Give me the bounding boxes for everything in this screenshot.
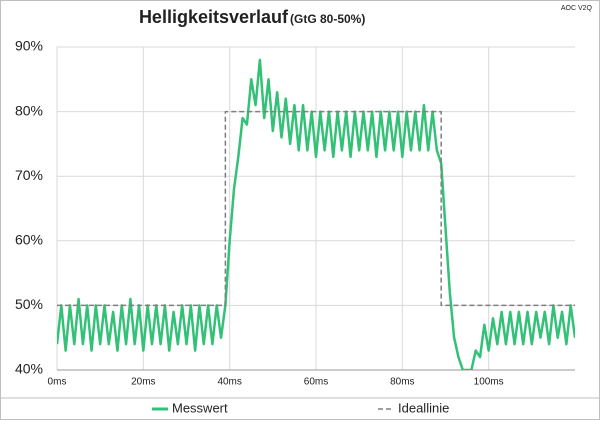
- x-tick-label: 0ms: [48, 377, 67, 388]
- x-tick-label: 100ms: [474, 377, 504, 388]
- y-tick-label: 80%: [15, 102, 43, 118]
- y-tick-label: 40%: [15, 361, 43, 377]
- legend-label: Messwert: [172, 400, 228, 415]
- x-tick-label: 80ms: [390, 377, 414, 388]
- x-tick-label: 20ms: [131, 377, 155, 388]
- x-tick-label: 40ms: [217, 377, 241, 388]
- series-line: [57, 58, 575, 370]
- y-tick-label: 60%: [15, 232, 43, 248]
- chart-subtitle: (GtG 80-50%): [290, 12, 365, 26]
- legend-label: Ideallinie: [398, 400, 449, 415]
- y-tick-label: 70%: [15, 167, 43, 183]
- series-line: [57, 110, 575, 307]
- annotation: AOC V2Q: [561, 5, 593, 12]
- x-tick-label: 60ms: [304, 377, 328, 388]
- chart-title: Helligkeitsverlauf: [139, 7, 289, 27]
- y-tick-label: 50%: [15, 296, 43, 312]
- y-tick-label: 90%: [15, 38, 43, 54]
